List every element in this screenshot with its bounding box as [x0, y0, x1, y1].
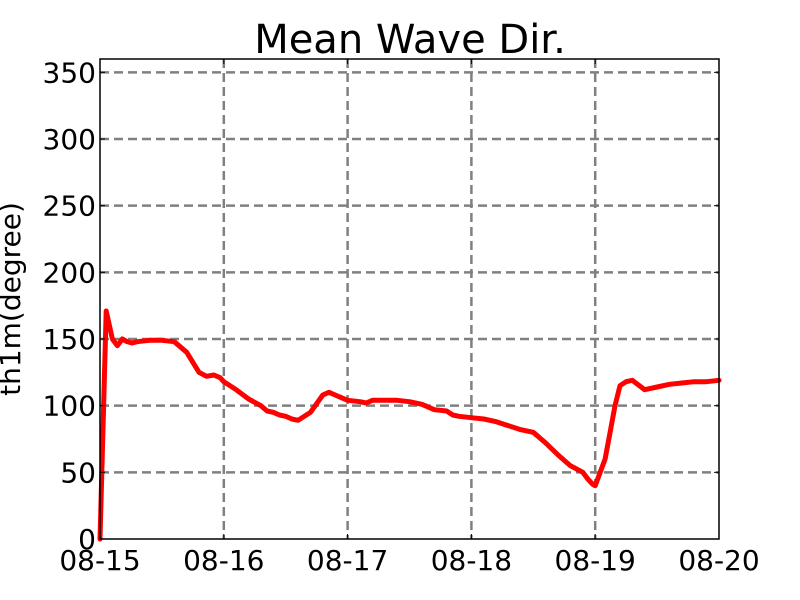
- x-tick-label: 08-18: [431, 544, 512, 577]
- y-tick-label: 350: [43, 56, 96, 89]
- axis-ticks: [99, 59, 720, 540]
- y-tick-label: 50: [60, 456, 96, 489]
- x-tick-label: 08-20: [678, 544, 759, 577]
- y-tick-label: 0: [78, 523, 96, 556]
- y-tick-label: 150: [43, 323, 96, 356]
- y-axis-label: th1m(degree): [0, 202, 27, 396]
- x-tick-label: 08-17: [307, 544, 388, 577]
- series-line: [97, 308, 722, 542]
- grid-lines: [100, 59, 719, 539]
- x-tick-label: 08-16: [183, 544, 264, 577]
- chart-title: Mean Wave Dir.: [254, 17, 566, 63]
- y-tick-label: 100: [43, 390, 96, 423]
- plot-background: [100, 59, 719, 539]
- y-tick-label: 250: [43, 190, 96, 223]
- y-tick-label: 200: [43, 256, 96, 289]
- plot-frame: [99, 58, 720, 540]
- y-tick-label: 300: [43, 123, 96, 156]
- x-tick-label: 08-15: [59, 544, 140, 577]
- x-tick-labels: 08-15 08-16 08-17 08-18 08-19 08-20: [59, 544, 759, 577]
- series-lines: [97, 308, 722, 542]
- y-tick-labels: 0 50 100 150 200 250 300 350: [43, 56, 96, 556]
- x-tick-label: 08-19: [555, 544, 636, 577]
